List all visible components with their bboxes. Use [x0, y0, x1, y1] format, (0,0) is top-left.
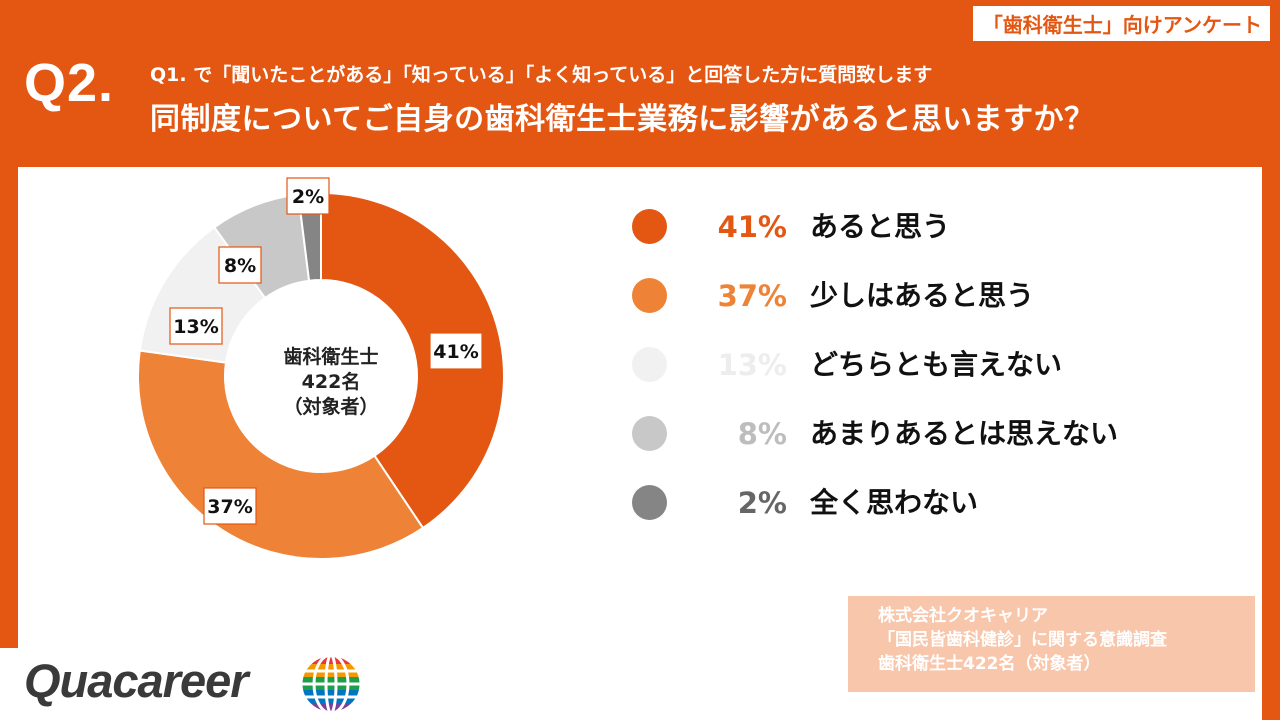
survey-tag: 「歯科衛生士」向けアンケート: [972, 6, 1270, 41]
legend-label: あると思う: [810, 210, 951, 243]
source-line: 「国民皆歯科健診」に関する意識調査: [878, 630, 1167, 650]
source-line: 歯科衛生士422名（対象者）: [878, 654, 1101, 674]
legend-dot: [632, 278, 667, 313]
svg-text:2%: 2%: [292, 186, 324, 208]
svg-text:37%: 37%: [207, 496, 252, 518]
question-title: 同制度についてご自身の歯科衛生士業務に影響があると思いますか？: [150, 102, 1095, 137]
donut-center-label: 歯科衛生士 422名 （対象者）: [246, 345, 416, 420]
svg-text:41%: 41%: [433, 341, 478, 363]
slice-value-label: 41%: [429, 332, 483, 370]
center-label-line-1: 歯科衛生士: [283, 346, 379, 368]
legend-percent: 8%: [737, 417, 787, 451]
slice-value-label: 2%: [286, 177, 330, 215]
legend-dot: [632, 485, 667, 520]
legend-percent: 41%: [717, 210, 787, 244]
legend-label: 少しはあると思う: [810, 279, 1035, 312]
legend-percent: 13%: [717, 348, 787, 382]
source-note: 株式会社クオキャリア 「国民皆歯科健診」に関する意識調査 歯科衛生士422名（対…: [848, 596, 1255, 692]
logo-wordmark: Quacareer: [24, 654, 249, 707]
center-label-line-2: 422名: [301, 371, 361, 393]
center-label-line-3: （対象者）: [283, 396, 379, 418]
question-number: Q2.: [24, 53, 115, 113]
legend-dot: [632, 416, 667, 451]
chart-panel: 41% 37% 13% 8% 2% 歯科衛生士 422名 （対象者） 41% あると思う…: [18, 167, 1262, 720]
legend-dot: [632, 209, 667, 244]
source-line: 株式会社クオキャリア: [878, 606, 1048, 626]
legend-percent: 2%: [737, 486, 787, 520]
svg-text:13%: 13%: [173, 316, 218, 338]
svg-text:8%: 8%: [224, 255, 256, 277]
slice-value-label: 13%: [169, 307, 223, 345]
slice-value-label: 37%: [203, 487, 257, 525]
question-subtitle: Q1. で「聞いたことがある」「知っている」「よく知っている」と回答した方に質問…: [150, 64, 933, 86]
slice-value-label: 8%: [218, 246, 262, 284]
donut-slice: [320, 191, 505, 530]
legend-label: 全く思わない: [810, 486, 979, 519]
globe-logo-icon: [299, 653, 363, 715]
company-logo: Quacareer: [0, 648, 376, 720]
legend-dot: [632, 347, 667, 382]
legend-label: あまりあるとは思えない: [810, 417, 1119, 450]
donut-chart: 41% 37% 13% 8% 2%: [137, 177, 505, 560]
legend-percent: 37%: [717, 279, 787, 313]
legend-label: どちらとも言えない: [810, 348, 1063, 381]
